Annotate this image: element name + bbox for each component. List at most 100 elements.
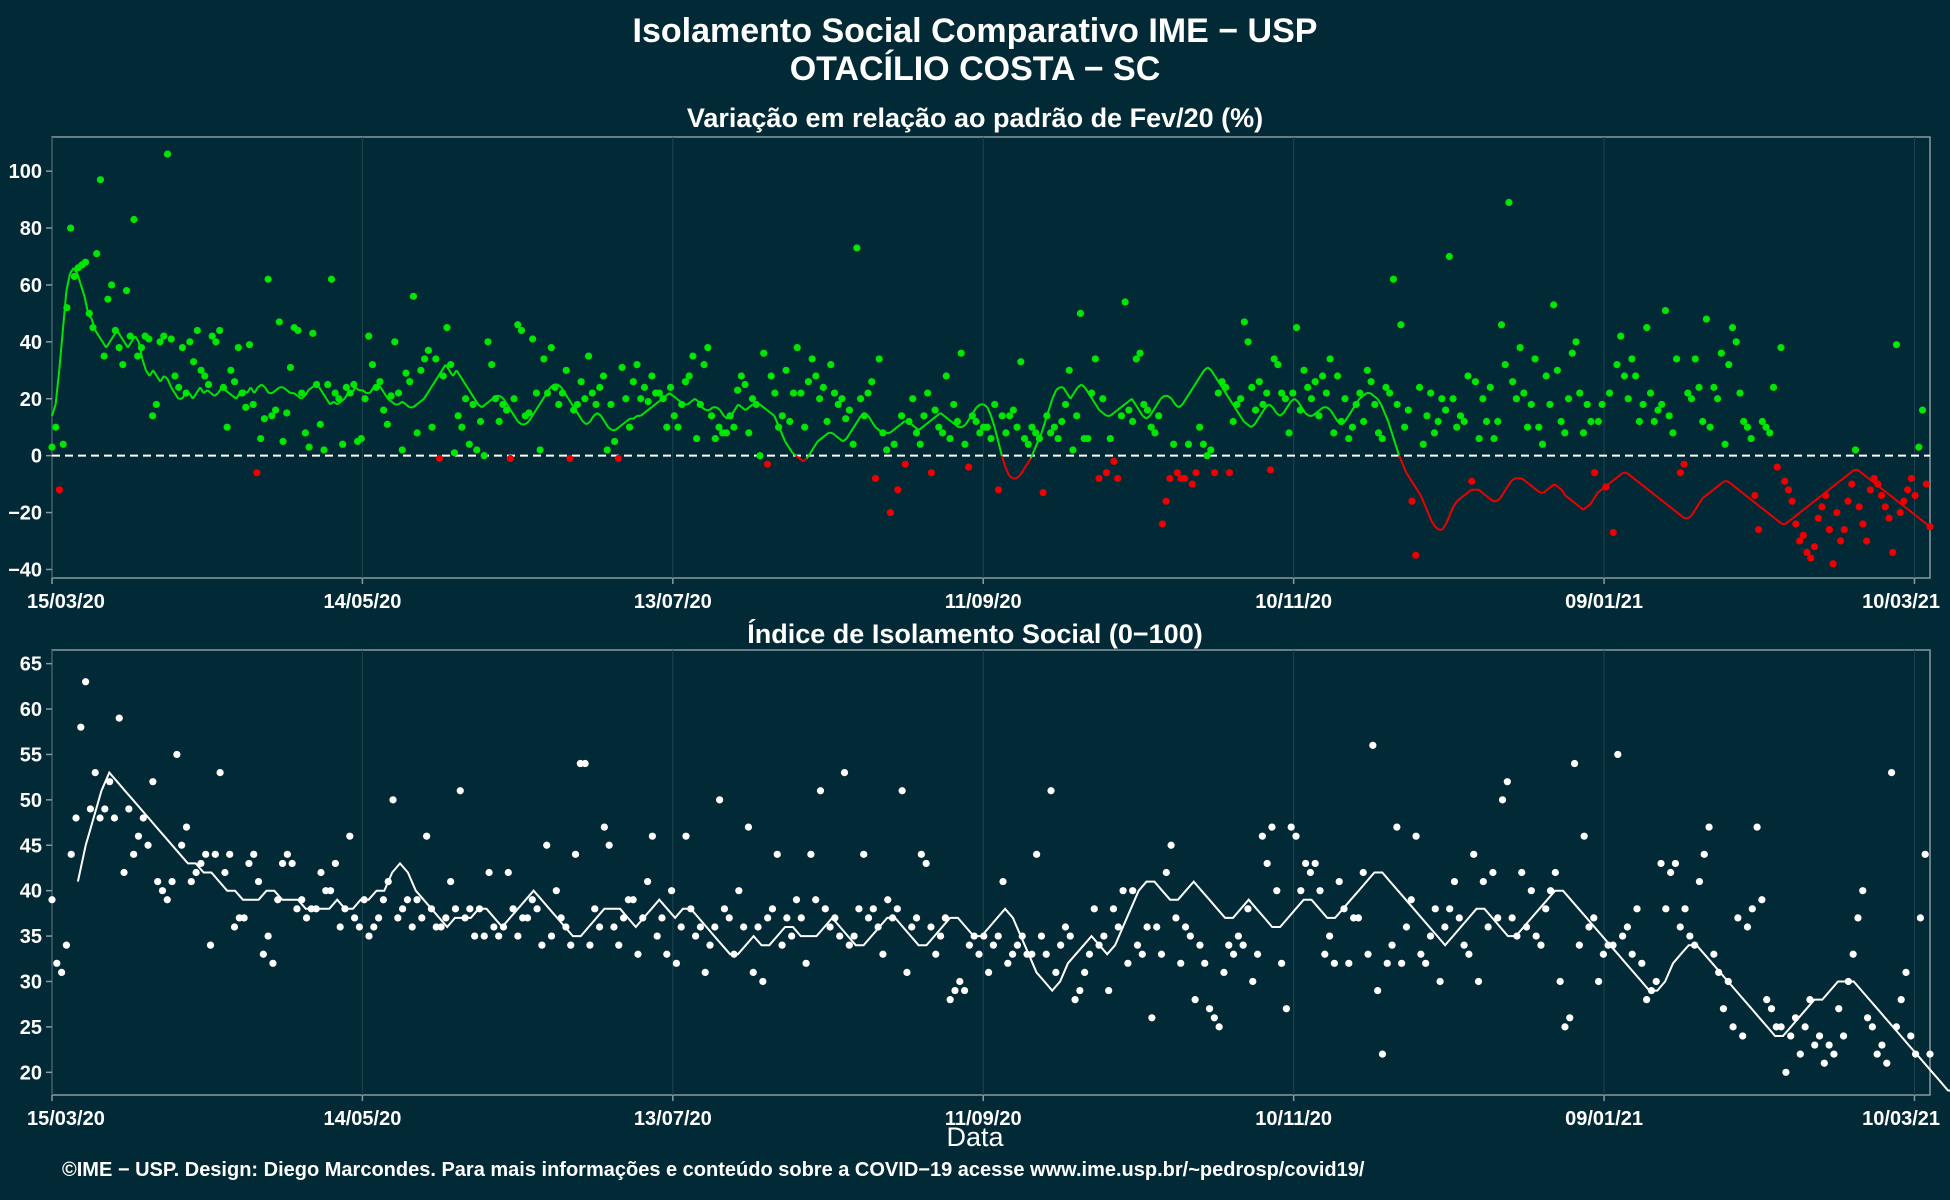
trend-segment	[733, 403, 740, 411]
trend-segment	[928, 417, 934, 423]
variation-point	[1210, 469, 1219, 477]
panel-2-ytick-label-4: 45	[20, 835, 42, 857]
index-point	[893, 905, 901, 913]
trend-segment	[379, 386, 386, 394]
trend-segment	[195, 386, 201, 394]
variation-point	[480, 452, 488, 460]
index-point	[735, 887, 743, 895]
variation-point	[1833, 508, 1841, 517]
variation-point	[1110, 457, 1118, 465]
variation-point	[1281, 395, 1289, 403]
variation-point	[376, 378, 384, 386]
index-point	[1090, 905, 1098, 913]
index-point	[1643, 996, 1651, 1004]
trend-segment	[950, 420, 956, 426]
index-point	[523, 914, 532, 922]
index-point	[1676, 923, 1684, 931]
index-point	[836, 932, 844, 940]
trend-segment	[1369, 392, 1375, 397]
variation-point	[577, 378, 585, 386]
variation-point	[383, 420, 391, 428]
index-point	[605, 841, 613, 849]
variation-point	[67, 224, 75, 232]
index-point	[1354, 914, 1363, 922]
index-point	[475, 905, 484, 913]
index-point	[1306, 868, 1315, 877]
index-point	[1249, 977, 1257, 986]
trend-segment	[1098, 409, 1104, 414]
trend-segment	[1579, 506, 1584, 511]
trend-segment	[856, 415, 862, 423]
variation-point	[346, 389, 354, 397]
variation-point	[916, 440, 924, 448]
index-point	[1710, 950, 1718, 958]
variation-point	[815, 395, 824, 403]
variation-point	[424, 346, 432, 354]
index-point	[1489, 868, 1497, 877]
variation-point	[715, 423, 723, 431]
variation-point	[1501, 361, 1509, 369]
trend-segment	[1784, 520, 1790, 525]
trend-segment	[1839, 477, 1844, 483]
trend-segment	[1727, 480, 1732, 485]
variation-point	[1050, 423, 1058, 431]
trend-segment	[1019, 469, 1025, 477]
trend-segment	[130, 335, 136, 343]
variation-point	[1166, 474, 1174, 483]
index-point	[130, 850, 138, 858]
variation-point	[1795, 537, 1804, 545]
variation-point	[52, 423, 60, 431]
index-point	[1441, 923, 1449, 931]
index-point	[672, 959, 680, 967]
variation-point	[1557, 417, 1565, 426]
variation-point	[108, 281, 116, 289]
variation-point	[1605, 389, 1614, 397]
index-point	[1037, 932, 1046, 940]
trend-segment	[1694, 503, 1700, 511]
index-point	[1018, 932, 1026, 940]
trend-segment	[430, 381, 436, 388]
panel-2-ytick-label-1: 60	[20, 699, 42, 721]
variation-point	[245, 341, 254, 349]
index-point	[1105, 986, 1113, 995]
trend-segment	[1311, 412, 1317, 417]
variation-point	[1408, 497, 1416, 505]
variation-point	[756, 452, 764, 460]
trend-segment	[383, 392, 389, 400]
index-point	[134, 832, 143, 840]
variation-point	[1591, 469, 1599, 477]
trend-segment	[723, 415, 728, 420]
trend-segment	[1799, 508, 1805, 514]
index-point	[629, 896, 637, 904]
trend-segment	[983, 403, 989, 409]
index-point	[1638, 959, 1646, 967]
trend-segment	[390, 400, 396, 406]
index-point	[1277, 959, 1286, 967]
index-point	[1095, 941, 1103, 949]
panel-1-title: Variação em relação ao padrão de Fev/20 …	[686, 103, 1264, 133]
trend-segment	[585, 420, 591, 426]
variation-point	[745, 429, 753, 437]
variation-point	[1002, 429, 1010, 437]
variation-point	[1848, 480, 1856, 488]
trend-segment	[1358, 395, 1364, 400]
trend-segment	[1712, 486, 1718, 491]
panel-2-title: Índice de Isolamento Social (0−100)	[747, 619, 1203, 649]
variation-point	[1117, 412, 1126, 420]
index-point	[250, 850, 258, 858]
trend-segment	[1279, 412, 1285, 417]
variation-point	[342, 383, 350, 391]
variation-point	[625, 423, 634, 431]
variation-point	[339, 440, 347, 448]
variation-point	[1199, 440, 1207, 448]
trend-segment	[975, 403, 981, 409]
variation-point	[201, 372, 209, 380]
trend-segment	[1734, 486, 1740, 491]
variation-point	[931, 406, 939, 414]
trend-segment	[1040, 421, 1047, 434]
variation-point	[81, 258, 90, 266]
trend-segment	[329, 400, 335, 406]
trend-segment	[1615, 474, 1621, 480]
index-point	[514, 932, 522, 940]
variation-point	[1684, 389, 1692, 397]
